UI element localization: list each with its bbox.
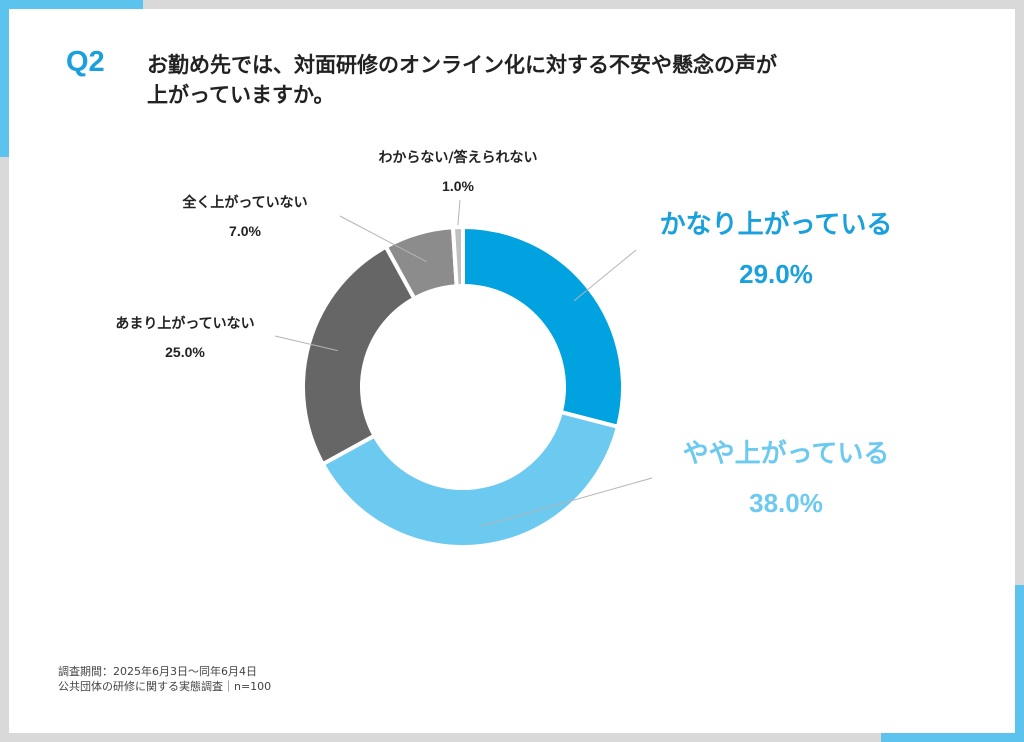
leader-line-0 (573, 249, 637, 302)
slice-label-0: かなり上がっている (660, 209, 893, 240)
question-line-2: 上がっていますか。 (147, 83, 335, 107)
corner-accent-top-left-horizontal (0, 0, 143, 9)
question-text: お勤め先では、対面研修のオンライン化に対する不安や懸念の声が 上がっていますか。 (147, 50, 927, 110)
donut-slice-1 (320, 409, 621, 549)
footnote: 調査期間：2025年6月3日～同年6月4日 公共団体の研修に関する実態調査｜n=… (58, 664, 271, 694)
slice-value-4: 1.0% (442, 178, 474, 194)
slice-label-1: やや上がっている (683, 438, 890, 469)
leader-line-3 (339, 215, 427, 263)
leader-line-4 (457, 199, 461, 226)
slice-value-1: 38.0% (749, 488, 823, 518)
slice-value-0: 29.0% (739, 259, 813, 289)
leader-line-1 (480, 477, 653, 527)
donut-slice-2 (301, 244, 418, 467)
question-number: Q2 (66, 46, 105, 78)
slide-card (9, 9, 1015, 733)
leader-line-2 (274, 335, 338, 352)
donut-slice-0 (461, 224, 625, 430)
donut-slice-4 (450, 224, 465, 289)
slice-label-4: わからない/答えられない (378, 149, 537, 166)
slice-value-3: 7.0% (229, 223, 261, 239)
slice-label-3: 全く上がっていない (181, 194, 307, 211)
survey-period: 調査期間：2025年6月3日～同年6月4日 (58, 665, 257, 678)
survey-name: 公共団体の研修に関する実態調査｜n=100 (58, 680, 272, 693)
slice-label-2: あまり上がっていない (115, 315, 254, 332)
question-line-1: お勤め先では、対面研修のオンライン化に対する不安や懸念の声が (147, 53, 777, 77)
corner-accent-bottom-right-horizontal (881, 733, 1024, 742)
slice-value-2: 25.0% (165, 344, 205, 360)
